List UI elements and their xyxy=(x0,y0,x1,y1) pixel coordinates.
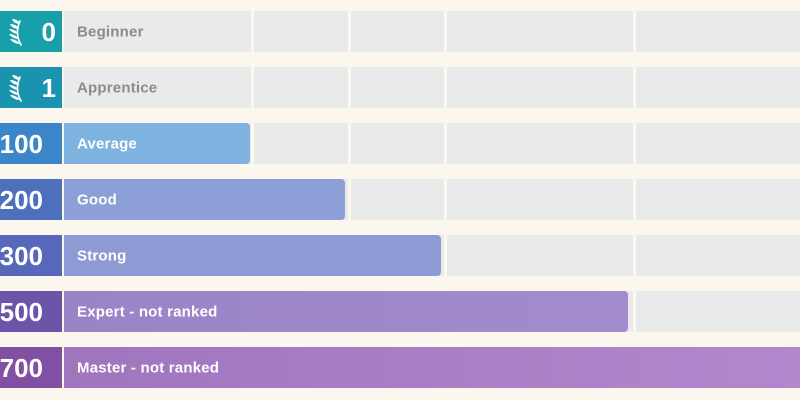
rating-bar xyxy=(64,291,628,332)
tier-gridline xyxy=(348,11,352,52)
tier-gridline xyxy=(444,235,448,276)
tier-gridline xyxy=(633,179,637,220)
rating-value: 100 xyxy=(0,128,43,159)
bar-track: Expert - not ranked xyxy=(64,291,800,332)
tier-gridline xyxy=(633,11,637,52)
tier-gridline xyxy=(444,179,448,220)
bar-track: Strong xyxy=(64,235,800,276)
laurel-icon xyxy=(8,18,22,46)
rating-value: 200 xyxy=(0,184,43,215)
bar-track-wrap: Strong xyxy=(64,235,800,276)
bar-track-wrap: Master - not ranked xyxy=(64,347,800,388)
bar-track-wrap: Apprentice xyxy=(64,67,800,108)
bar-track-wrap: Expert - not ranked xyxy=(64,291,800,332)
tier-gridline xyxy=(250,11,254,52)
bar-track-wrap: Average xyxy=(64,123,800,164)
rating-label: Expert - not ranked xyxy=(77,303,218,320)
tier-gridline xyxy=(444,11,448,52)
rating-row: 200 Good xyxy=(0,179,800,220)
bar-track-wrap: Beginner xyxy=(64,11,800,52)
rating-label: Master - not ranked xyxy=(77,359,220,376)
rating-row: 100 Average xyxy=(0,123,800,164)
rating-bar xyxy=(64,347,800,388)
rating-value: 1 xyxy=(41,72,56,103)
laurel-icon xyxy=(8,74,22,102)
rating-bar xyxy=(64,179,346,220)
rating-label: Average xyxy=(77,135,138,152)
rating-value: 300 xyxy=(0,240,43,271)
bar-track: Apprentice xyxy=(64,67,800,108)
rating-row: 500 Expert - not ranked xyxy=(0,291,800,332)
rating-row: 700 Master - not ranked xyxy=(0,347,800,388)
tier-gridline xyxy=(348,67,352,108)
rating-badge: 1 xyxy=(0,67,62,108)
rating-value: 500 xyxy=(0,296,43,327)
rating-row: 1 Apprentice xyxy=(0,67,800,108)
rating-label: Apprentice xyxy=(77,79,158,96)
tier-gridline xyxy=(250,123,254,164)
rating-label: Strong xyxy=(77,247,127,264)
bar-track-wrap: Good xyxy=(64,179,800,220)
rating-badge: 100 xyxy=(0,123,62,164)
rating-badge: 700 xyxy=(0,347,62,388)
tier-gridline xyxy=(444,67,448,108)
rating-badge: 300 xyxy=(0,235,62,276)
tier-gridline xyxy=(348,123,352,164)
rating-label: Good xyxy=(77,191,117,208)
rating-row: 300 Strong xyxy=(0,235,800,276)
rating-row: 0 Beginner xyxy=(0,11,800,52)
tier-gridline xyxy=(444,123,448,164)
tier-gridline xyxy=(348,179,352,220)
tier-gridline xyxy=(633,291,637,332)
tier-gridline xyxy=(633,123,637,164)
tier-gridline xyxy=(250,67,254,108)
tier-gridline xyxy=(633,67,637,108)
tier-gridline xyxy=(633,235,637,276)
bar-track: Average xyxy=(64,123,800,164)
rating-badge: 200 xyxy=(0,179,62,220)
rating-badge: 0 xyxy=(0,11,62,52)
rating-bar xyxy=(64,235,441,276)
rating-label: Beginner xyxy=(77,23,144,40)
rating-bar xyxy=(64,123,251,164)
bar-track: Master - not ranked xyxy=(64,347,800,388)
bar-track: Beginner xyxy=(64,11,800,52)
bar-track: Good xyxy=(64,179,800,220)
rating-value: 700 xyxy=(0,352,43,383)
rating-value: 0 xyxy=(41,16,56,47)
rating-badge: 500 xyxy=(0,291,62,332)
